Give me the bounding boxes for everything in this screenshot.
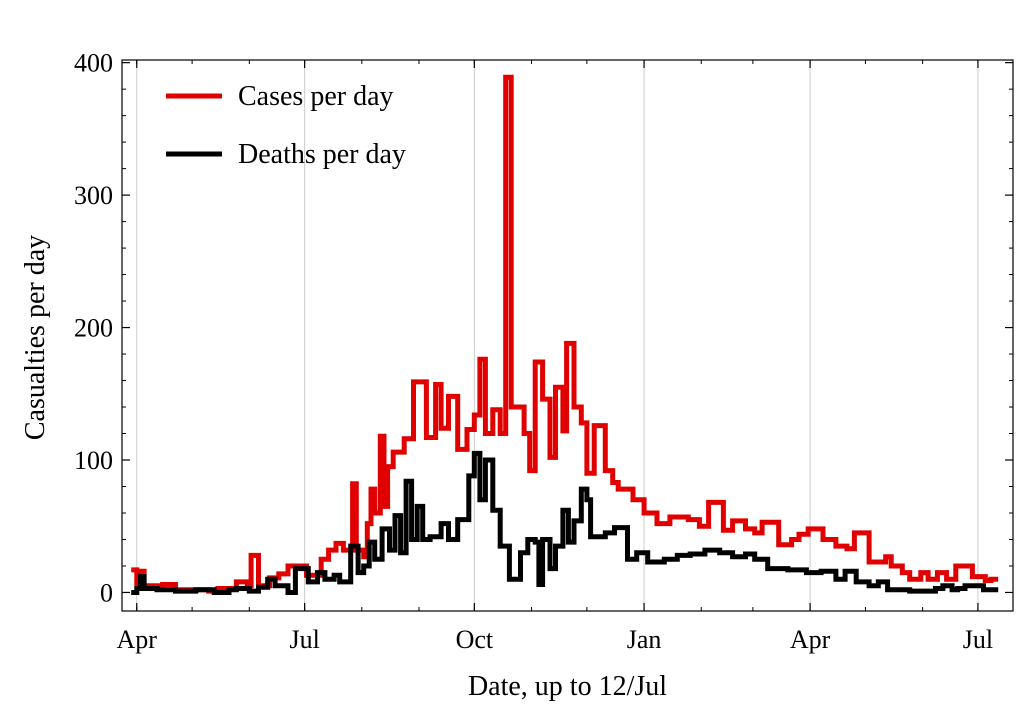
series-group xyxy=(131,74,999,595)
legend: Cases per day Deaths per day xyxy=(166,81,406,170)
x-tick-label: Apr xyxy=(790,625,831,654)
axis-ticks: Apr Jul Oct Jan Apr Jul 0 100 200 300 400 xyxy=(74,49,1013,654)
y-tick-label: 200 xyxy=(74,314,113,343)
x-tick-label: Jan xyxy=(627,625,662,654)
plot-frame xyxy=(121,59,1014,612)
vertical-gridlines xyxy=(136,60,979,611)
x-tick-label: Oct xyxy=(456,625,494,654)
legend-label: Cases per day xyxy=(238,81,394,112)
x-tick-label: Jul xyxy=(963,625,993,654)
x-axis-title: Date, up to 12/Jul xyxy=(468,671,667,702)
y-tick-label: 0 xyxy=(100,578,113,607)
y-axis-title: Casualties per day xyxy=(20,235,51,440)
y-tick-label: 100 xyxy=(74,446,113,475)
series-line-deaths xyxy=(131,450,999,595)
x-tick-label: Jul xyxy=(289,625,319,654)
legend-label: Deaths per day xyxy=(238,139,406,170)
y-tick-label: 300 xyxy=(74,181,113,210)
y-tick-label: 400 xyxy=(74,49,113,78)
x-tick-label: Apr xyxy=(117,625,158,654)
